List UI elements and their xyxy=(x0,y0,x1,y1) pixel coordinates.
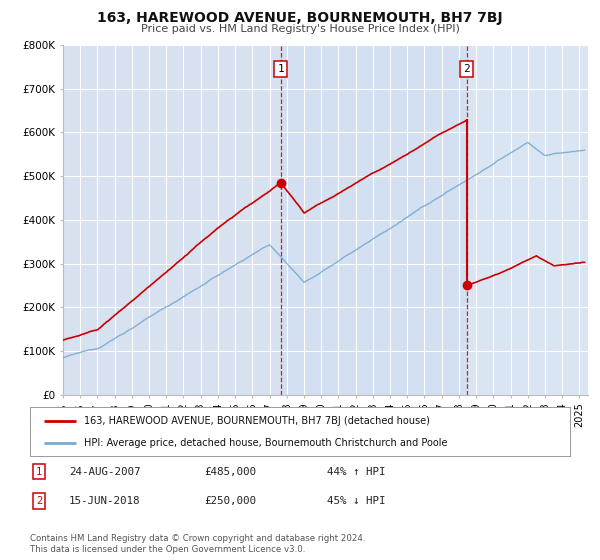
Text: 45% ↓ HPI: 45% ↓ HPI xyxy=(327,496,386,506)
Text: 1: 1 xyxy=(36,466,42,477)
Text: 163, HAREWOOD AVENUE, BOURNEMOUTH, BH7 7BJ: 163, HAREWOOD AVENUE, BOURNEMOUTH, BH7 7… xyxy=(97,11,503,25)
Bar xyxy=(467,45,588,395)
Text: 2: 2 xyxy=(463,64,470,74)
Text: This data is licensed under the Open Government Licence v3.0.: This data is licensed under the Open Gov… xyxy=(30,545,305,554)
Text: Price paid vs. HM Land Registry's House Price Index (HPI): Price paid vs. HM Land Registry's House … xyxy=(140,24,460,34)
Text: 24-AUG-2007: 24-AUG-2007 xyxy=(69,466,140,477)
Text: £485,000: £485,000 xyxy=(204,466,256,477)
Text: £250,000: £250,000 xyxy=(204,496,256,506)
Text: Contains HM Land Registry data © Crown copyright and database right 2024.: Contains HM Land Registry data © Crown c… xyxy=(30,534,365,543)
Text: 163, HAREWOOD AVENUE, BOURNEMOUTH, BH7 7BJ (detached house): 163, HAREWOOD AVENUE, BOURNEMOUTH, BH7 7… xyxy=(84,416,430,426)
Bar xyxy=(281,45,467,395)
Text: 15-JUN-2018: 15-JUN-2018 xyxy=(69,496,140,506)
Text: 44% ↑ HPI: 44% ↑ HPI xyxy=(327,466,386,477)
Text: 1: 1 xyxy=(277,64,284,74)
Text: 2: 2 xyxy=(36,496,42,506)
Bar xyxy=(63,45,281,395)
Text: HPI: Average price, detached house, Bournemouth Christchurch and Poole: HPI: Average price, detached house, Bour… xyxy=(84,437,448,447)
